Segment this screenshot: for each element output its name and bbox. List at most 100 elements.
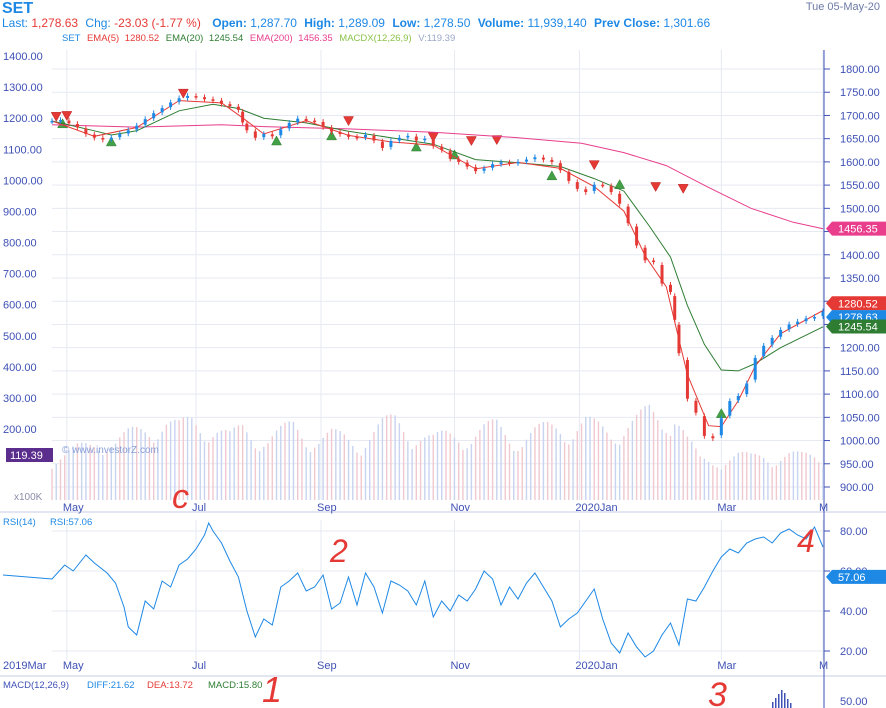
- candle-body: [101, 138, 105, 140]
- volume-bar: [818, 462, 820, 500]
- volume-bar: [631, 420, 634, 500]
- price-axis-label: 1500.00: [840, 203, 880, 215]
- volume-axis-label: 1400.00: [3, 51, 43, 63]
- volume-bar: [55, 464, 57, 500]
- volume-bar: [474, 436, 477, 500]
- volume-bar: [809, 454, 811, 500]
- volume-bar: [161, 431, 163, 500]
- volume-axis-label: 1000.00: [3, 175, 43, 187]
- candle-body: [474, 167, 478, 172]
- candle-body: [440, 146, 444, 150]
- volume-bar: [59, 459, 62, 500]
- volume-bar: [449, 433, 451, 500]
- legend-ema20: EMA(20): [165, 33, 204, 44]
- volume-bar: [479, 429, 481, 500]
- candle-body: [177, 98, 181, 102]
- volume-bar: [750, 453, 752, 500]
- macd-histogram-bar: [778, 694, 780, 708]
- price-tag-label: 1245.54: [838, 322, 878, 334]
- sell-signal-triangle: [177, 88, 189, 99]
- rsi-x-axis-label: M: [819, 660, 828, 672]
- volume-bar: [233, 427, 235, 500]
- candle-body: [431, 139, 435, 147]
- candle-body: [152, 113, 156, 119]
- rsi-axis-label: 40.00: [840, 606, 868, 618]
- volume-bar: [191, 418, 193, 500]
- volume-bar: [347, 439, 350, 500]
- volume-bar: [576, 430, 578, 500]
- candle-body: [203, 97, 207, 100]
- volume-bar: [712, 465, 714, 500]
- volume-bar: [754, 453, 756, 500]
- candle-body: [380, 141, 384, 148]
- volume-bar: [707, 461, 710, 500]
- volume-bar: [258, 451, 261, 500]
- sell-signal-triangle: [677, 184, 689, 194]
- volume-bar: [72, 446, 74, 500]
- volume-bar: [813, 457, 816, 500]
- macd-histogram-bar: [781, 690, 783, 708]
- candle-body: [135, 125, 139, 130]
- candle-body: [143, 119, 147, 125]
- volume-bar: [635, 414, 638, 500]
- volume-bar: [597, 421, 600, 500]
- price-axis-label: 1050.00: [840, 412, 880, 424]
- volume-bar: [525, 439, 528, 500]
- volume-bar: [436, 431, 439, 500]
- candle-body: [241, 111, 245, 123]
- rsi-axis-label: 80.00: [840, 526, 868, 538]
- volume-bar: [377, 424, 379, 500]
- volume-bar: [606, 432, 608, 500]
- volume-bar: [136, 427, 138, 500]
- volume-bar: [466, 448, 468, 500]
- candle-body: [652, 260, 656, 263]
- volume-bar: [648, 404, 651, 500]
- candle-body: [516, 161, 520, 164]
- rsi-x-axis-label: Nov: [450, 660, 470, 672]
- volume-bar: [352, 445, 354, 500]
- candle-body: [601, 184, 605, 187]
- volume-bar: [106, 451, 108, 500]
- candle-body: [287, 122, 291, 129]
- volume-bar: [373, 431, 375, 500]
- candle-body: [643, 247, 647, 261]
- rsi-legend-value: RSI:57.06: [50, 517, 92, 528]
- volume-bar: [119, 437, 121, 500]
- macd-histogram-bar: [784, 693, 786, 708]
- volume-bar: [779, 460, 782, 500]
- volume-bar: [686, 436, 689, 500]
- volume-bar: [131, 426, 134, 500]
- volume-bar: [246, 432, 248, 500]
- volume-bar: [309, 452, 312, 500]
- candle-body: [457, 159, 461, 162]
- macd-histogram-bar: [772, 702, 774, 708]
- volume-axis-label: 600.00: [3, 300, 37, 312]
- volume-bar: [220, 430, 223, 500]
- volume-bar: [559, 433, 562, 500]
- volume-bar: [741, 451, 744, 500]
- candle-body: [745, 383, 749, 395]
- volume-bar: [669, 435, 672, 500]
- candle-body: [109, 137, 113, 140]
- legend-ema20-value: 1245.54: [208, 33, 244, 44]
- candle-body: [796, 321, 800, 325]
- volume-bar: [614, 443, 617, 500]
- volume-axis-label: 1100.00: [3, 144, 42, 156]
- candle-body: [245, 123, 249, 131]
- volume-bar: [93, 447, 96, 500]
- rsi-axis-label: 20.00: [840, 646, 868, 658]
- volume-bar: [229, 431, 231, 500]
- legend-ema200: EMA(200): [249, 33, 293, 44]
- candle-body: [804, 318, 808, 322]
- candle-body: [338, 132, 342, 135]
- rsi-x-axis-label: Jul: [192, 660, 206, 672]
- volume-bar: [428, 435, 430, 500]
- volume-bar: [97, 450, 100, 500]
- volume-bar: [593, 418, 595, 500]
- volume-axis-label: 300.00: [3, 393, 37, 405]
- volume-bar: [241, 425, 244, 500]
- volume-bar: [199, 433, 201, 500]
- volume-bar: [491, 419, 494, 500]
